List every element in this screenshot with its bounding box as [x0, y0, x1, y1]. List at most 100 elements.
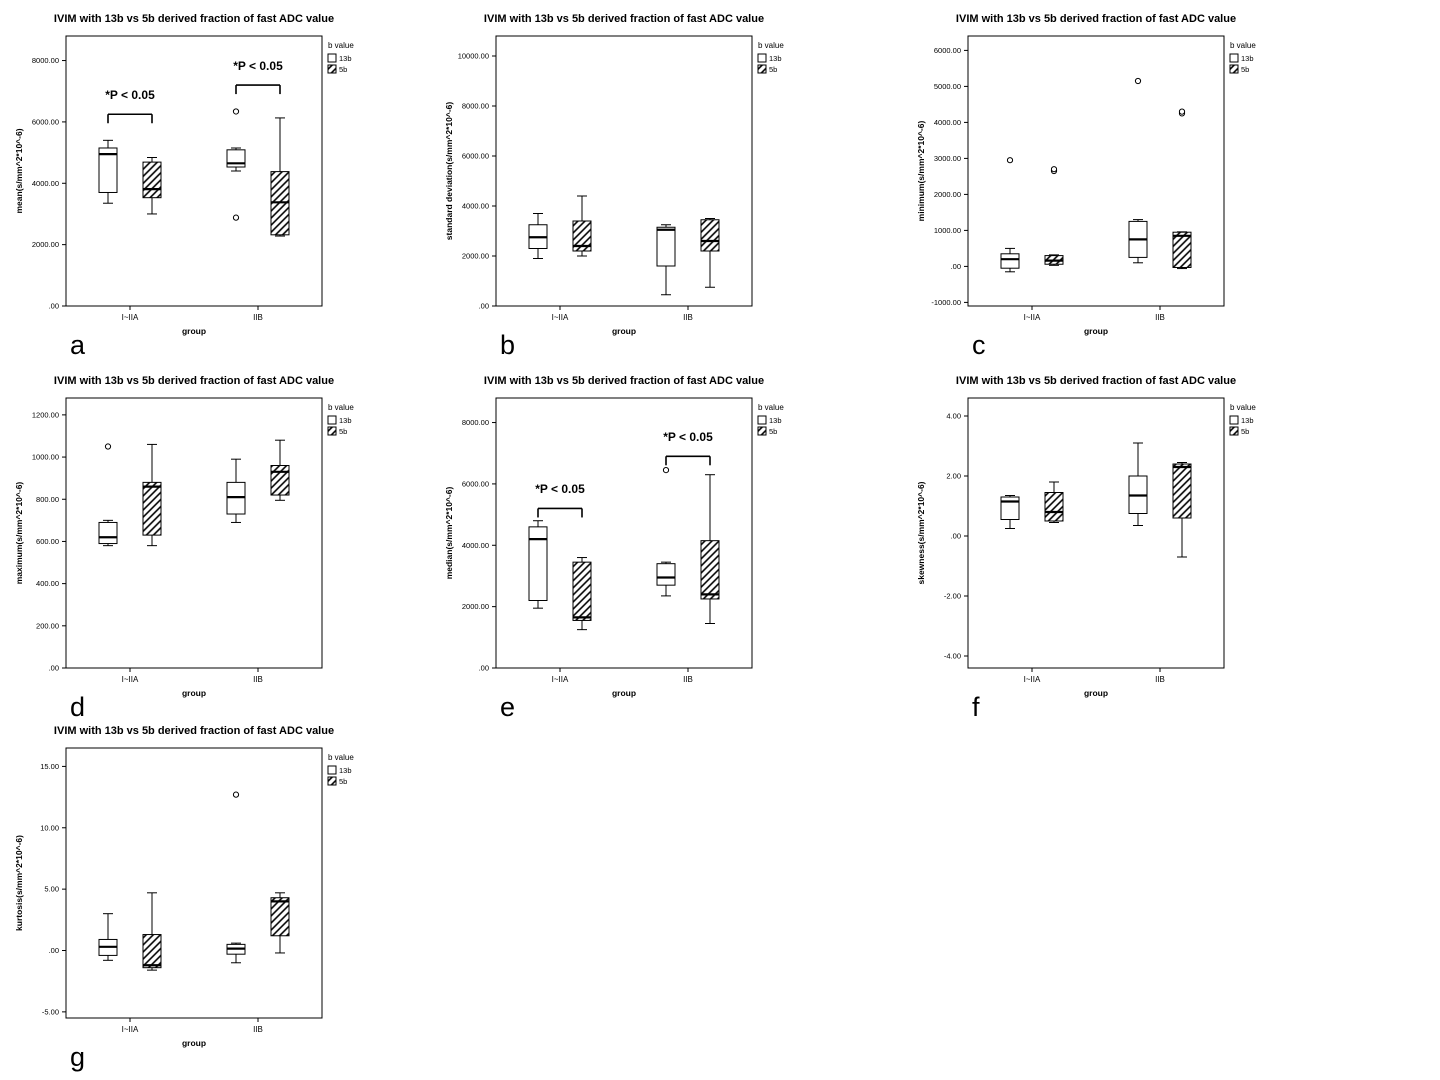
y-tick-label: 2000.00 [934, 190, 961, 199]
y-tick-label: 2000.00 [32, 240, 59, 249]
chart-title: IVIM with 13b vs 5b derived fraction of … [54, 375, 334, 387]
y-tick-label: .00 [951, 262, 961, 271]
legend-swatch-13b [1229, 415, 1239, 425]
y-tick-label: 600.00 [36, 537, 59, 546]
y-tick-label: -1000.00 [931, 298, 961, 307]
y-tick-label: 6000.00 [934, 46, 961, 55]
y-tick-label: 2000.00 [462, 252, 489, 261]
y-axis-label: mean(s/mm^2*10^-6) [14, 128, 24, 213]
chart-title: IVIM with 13b vs 5b derived fraction of … [54, 725, 334, 737]
significance-label: *P < 0.05 [233, 59, 283, 73]
chart-b-standard-deviation-boxplot: IVIM with 13b vs 5b derived fraction of … [438, 6, 868, 362]
y-tick-label: 1200.00 [32, 410, 59, 419]
x-tick-label: IIB [253, 675, 263, 684]
x-axis-label: group [182, 1038, 206, 1048]
outlier-point [1134, 77, 1142, 85]
box-13b-I~IIA [1000, 253, 1020, 269]
legend-swatch-5b [757, 64, 767, 74]
legend-swatch-5b [757, 426, 767, 436]
panel-letter-c: c [972, 330, 986, 360]
x-tick-label: IIB [683, 313, 693, 322]
y-tick-label: 4000.00 [32, 179, 59, 188]
legend-swatch-5b [327, 776, 337, 786]
outlier-point [1006, 157, 1014, 164]
y-tick-label: 10.00 [40, 823, 59, 832]
legend-label-5b: 5b [1241, 427, 1249, 436]
outlier-point [1178, 108, 1186, 115]
legend-label-13b: 13b [1241, 54, 1254, 63]
y-axis-label: kurtosis(s/mm^2*10^-6) [14, 835, 24, 931]
box-13b-I~IIA [1000, 496, 1020, 520]
y-tick-label: -2.00 [944, 592, 961, 601]
y-tick-label: .00 [951, 532, 961, 541]
box-13b-IIB [226, 149, 246, 168]
x-axis-label: group [1084, 688, 1108, 698]
x-tick-label: I~IIA [122, 313, 139, 322]
legend-title: b value [328, 41, 354, 50]
legend-swatch-5b [327, 64, 337, 74]
outlier-point [104, 443, 112, 450]
panel-letter-e: e [500, 692, 515, 722]
y-tick-label: .00 [479, 302, 489, 311]
y-tick-label: 5.00 [44, 885, 59, 894]
legend-title: b value [328, 753, 354, 762]
y-tick-label: 6000.00 [32, 117, 59, 126]
y-tick-label: 5000.00 [934, 82, 961, 91]
legend-swatch-13b [757, 415, 767, 425]
y-axis-label: skewness(s/mm^2*10^-6) [916, 481, 926, 584]
x-tick-label: IIB [253, 313, 263, 322]
legend-label-5b: 5b [339, 777, 347, 786]
y-tick-label: 8000.00 [462, 418, 489, 427]
chart-f-svg: IVIM with 13b vs 5b derived fraction of … [916, 375, 1256, 722]
y-tick-label: 15.00 [40, 762, 59, 771]
y-tick-label: 1000.00 [934, 226, 961, 235]
x-tick-label: I~IIA [552, 313, 569, 322]
y-tick-label: 200.00 [36, 621, 59, 630]
legend-label-5b: 5b [769, 65, 777, 74]
box-13b-I~IIA [528, 526, 548, 601]
significance-label: *P < 0.05 [663, 430, 713, 444]
box-5b-I~IIA [572, 561, 592, 621]
box-5b-IIB [700, 219, 720, 252]
y-tick-label: 4.00 [946, 412, 961, 421]
legend-label-5b: 5b [339, 427, 347, 436]
box-5b-IIB [700, 540, 720, 600]
legend-swatch-13b [1229, 53, 1239, 63]
box-13b-IIB [656, 563, 676, 586]
legend-title: b value [758, 403, 784, 412]
legend-label-5b: 5b [339, 65, 347, 74]
box-5b-I~IIA [1044, 492, 1064, 522]
legend-swatch-13b [327, 765, 337, 775]
chart-d-maximum-boxplot: IVIM with 13b vs 5b derived fraction of … [8, 368, 438, 724]
y-axis-label: maximum(s/mm^2*10^-6) [14, 482, 24, 585]
y-tick-label: 3000.00 [934, 154, 961, 163]
y-axis-label: minimum(s/mm^2*10^-6) [916, 121, 926, 222]
legend-swatch-13b [327, 415, 337, 425]
y-tick-label: 1000.00 [32, 453, 59, 462]
panel-letter-g: g [70, 1042, 85, 1072]
chart-b-svg: IVIM with 13b vs 5b derived fraction of … [444, 13, 784, 360]
legend-title: b value [328, 403, 354, 412]
y-tick-label: 6000.00 [462, 152, 489, 161]
box-5b-I~IIA [142, 161, 162, 199]
chart-title: IVIM with 13b vs 5b derived fraction of … [484, 375, 764, 387]
chart-e-svg: IVIM with 13b vs 5b derived fraction of … [444, 375, 784, 722]
box-13b-IIB [656, 226, 676, 267]
x-tick-label: I~IIA [1024, 313, 1041, 322]
y-tick-label: .00 [479, 664, 489, 673]
x-axis-label: group [182, 326, 206, 336]
outlier-point [232, 214, 240, 221]
significance-label: *P < 0.05 [535, 482, 585, 496]
x-tick-label: I~IIA [552, 675, 569, 684]
outlier-point [232, 108, 240, 115]
x-tick-label: I~IIA [1024, 675, 1041, 684]
legend-label-13b: 13b [339, 766, 352, 775]
legend-swatch-13b [757, 53, 767, 63]
box-5b-IIB [270, 897, 290, 937]
legend-label-5b: 5b [1241, 65, 1249, 74]
chart-a-svg: IVIM with 13b vs 5b derived fraction of … [14, 13, 354, 360]
outlier-point [1050, 166, 1058, 173]
panel-letter-a: a [70, 330, 86, 360]
y-tick-label: 8000.00 [462, 102, 489, 111]
legend-label-13b: 13b [769, 416, 782, 425]
